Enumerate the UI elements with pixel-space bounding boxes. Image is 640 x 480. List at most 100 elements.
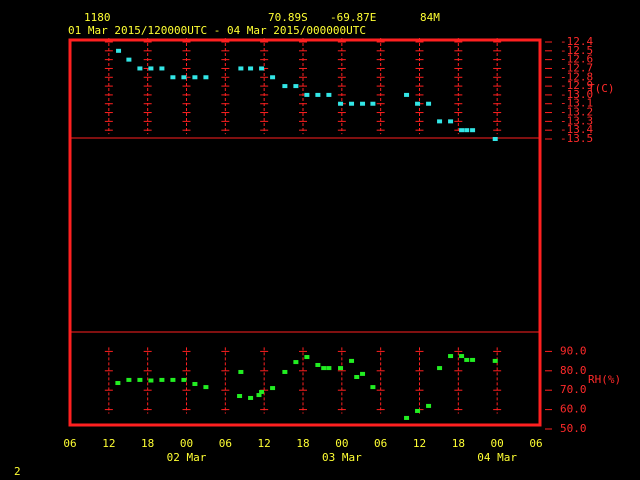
- point: [270, 386, 276, 391]
- point: [126, 377, 132, 382]
- frame: [68, 38, 542, 427]
- point: [437, 119, 443, 124]
- point: [404, 415, 410, 420]
- point: [426, 101, 432, 106]
- point: [304, 92, 310, 97]
- longitude: -69.87E: [330, 11, 376, 24]
- x-tick-label: 18: [296, 437, 309, 450]
- point: [293, 84, 299, 89]
- point: [315, 362, 321, 367]
- point: [237, 394, 243, 399]
- x-tick-label: 12: [413, 437, 426, 450]
- point: [448, 119, 454, 124]
- point: [326, 92, 332, 97]
- point: [464, 357, 470, 362]
- y-tick-label: -12.4: [560, 35, 593, 48]
- point: [304, 355, 310, 360]
- point: [282, 369, 288, 374]
- y-tick-label: -13.4: [560, 123, 593, 136]
- y-axis-label: RH(%): [588, 373, 621, 386]
- y-tick-label: -13.3: [560, 114, 593, 127]
- y-tick-label: -13.2: [560, 106, 593, 119]
- x-tick-label: 06: [374, 437, 387, 450]
- point: [137, 66, 143, 71]
- point: [415, 101, 421, 106]
- y-tick-label: -12.9: [560, 79, 593, 92]
- point: [248, 66, 254, 71]
- point: [259, 389, 265, 394]
- y-tick-label: -12.8: [560, 70, 593, 83]
- y-tick-label: -12.5: [560, 44, 593, 57]
- point: [259, 66, 265, 71]
- point: [115, 381, 121, 386]
- y-tick-label: 50.0: [560, 422, 587, 435]
- y-tick-label: -12.7: [560, 61, 593, 74]
- y-tick-label: -13.5: [560, 132, 593, 145]
- y-tick-label: 60.0: [560, 403, 587, 416]
- point: [464, 128, 470, 133]
- y-tick-label: 80.0: [560, 364, 587, 377]
- point: [360, 371, 366, 376]
- point: [192, 381, 198, 386]
- date-label: 03 Mar: [322, 451, 362, 464]
- point: [282, 84, 288, 89]
- point: [360, 101, 366, 106]
- station-id: 1180: [84, 11, 111, 24]
- point: [126, 57, 132, 62]
- point: [159, 377, 165, 382]
- x-tick-label: 12: [258, 437, 271, 450]
- x-tick-label: 00: [180, 437, 193, 450]
- x-tick-label: 18: [452, 437, 465, 450]
- point: [470, 128, 476, 133]
- period: 01 Mar 2015/120000UTC - 04 Mar 2015/0000…: [68, 24, 366, 37]
- latitude: 70.89S: [268, 11, 308, 24]
- point: [338, 101, 344, 106]
- point: [349, 358, 355, 363]
- point: [170, 377, 176, 382]
- point: [426, 403, 432, 408]
- y-tick-label: -12.6: [560, 53, 593, 66]
- point: [181, 377, 187, 382]
- point: [148, 378, 154, 383]
- point: [448, 354, 454, 359]
- point: [148, 66, 154, 71]
- y-tick-label: -13.0: [560, 88, 593, 101]
- y-axis-label: T(C): [588, 82, 615, 95]
- point: [270, 75, 276, 80]
- point: [492, 137, 498, 141]
- x-tick-label: 00: [491, 437, 504, 450]
- point: [349, 101, 355, 106]
- date-label: 02 Mar: [167, 451, 207, 464]
- point: [203, 75, 209, 80]
- point: [338, 366, 344, 371]
- point: [116, 48, 122, 53]
- point: [203, 385, 209, 390]
- x-tick-label: 18: [141, 437, 154, 450]
- point: [248, 395, 254, 400]
- point: [470, 357, 476, 362]
- point: [326, 366, 332, 371]
- point: [170, 75, 176, 80]
- page-number: 2: [14, 465, 21, 478]
- point: [181, 75, 187, 80]
- point: [354, 375, 360, 380]
- point: [137, 377, 143, 382]
- point: [492, 358, 498, 363]
- point: [256, 393, 262, 398]
- elevation: 84M: [420, 11, 440, 24]
- point: [370, 385, 376, 390]
- point: [459, 354, 465, 359]
- point: [321, 366, 327, 371]
- point: [404, 92, 410, 97]
- x-tick-label: 12: [102, 437, 115, 450]
- x-tick-label: 00: [335, 437, 348, 450]
- point: [370, 101, 376, 106]
- point: [437, 366, 443, 371]
- x-tick-label: 06: [529, 437, 542, 450]
- x-tick-label: 06: [63, 437, 76, 450]
- y-tick-label: -13.1: [560, 97, 593, 110]
- point: [238, 66, 244, 71]
- y-tick-label: 70.0: [560, 383, 587, 396]
